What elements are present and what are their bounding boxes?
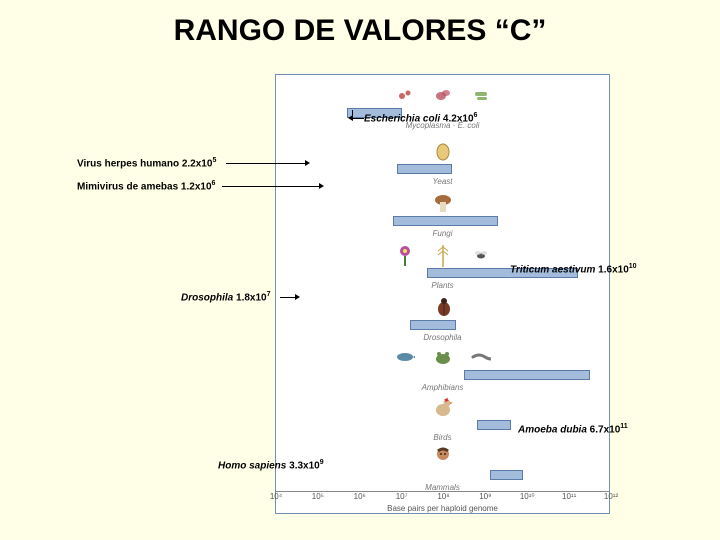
dot-icon bbox=[395, 85, 415, 105]
bar-track bbox=[276, 163, 609, 175]
axis-tick: 10⁴ bbox=[270, 492, 282, 501]
callout-label: Virus herpes humano 2.2x105 bbox=[77, 157, 216, 169]
blob-icon bbox=[433, 85, 453, 105]
row-icons bbox=[276, 187, 609, 215]
leader-line bbox=[352, 118, 364, 119]
row-icons bbox=[276, 135, 609, 163]
callout-label: Escherichia coli 4.2x106 bbox=[364, 112, 477, 124]
axis-tick: 10¹⁰ bbox=[520, 492, 535, 501]
bar-track bbox=[276, 369, 609, 381]
chart-row: Yeast bbox=[276, 135, 609, 186]
row-icons bbox=[276, 441, 609, 469]
leader-line bbox=[352, 110, 353, 118]
axis-title: Base pairs per haploid genome bbox=[387, 504, 498, 513]
range-bar bbox=[397, 164, 451, 174]
bar-track bbox=[276, 469, 609, 481]
leader-line bbox=[280, 297, 296, 298]
axis-tick: 10⁹ bbox=[479, 492, 491, 501]
callout-label: Triticum aestivum 1.6x1010 bbox=[510, 263, 637, 275]
chart-row: Amphibians bbox=[276, 341, 609, 392]
range-bar bbox=[477, 420, 511, 430]
axis-tick: 10¹² bbox=[604, 492, 618, 501]
row-icons bbox=[276, 341, 609, 369]
chicken-icon bbox=[433, 397, 453, 417]
leader-line bbox=[226, 163, 306, 164]
chart-row: Mammals bbox=[276, 441, 609, 492]
beetle-icon bbox=[433, 297, 453, 317]
row-label: Fungi bbox=[276, 229, 609, 238]
salamander-icon bbox=[471, 347, 491, 367]
frog-icon bbox=[433, 347, 453, 367]
oval-icon bbox=[433, 141, 453, 161]
human-icon bbox=[433, 447, 453, 467]
range-bar bbox=[490, 470, 524, 480]
fly-sm-icon bbox=[471, 245, 491, 265]
mushroom-icon bbox=[433, 193, 453, 213]
range-bar bbox=[464, 370, 590, 380]
axis-tick: 10⁵ bbox=[312, 492, 324, 501]
axis-tick: 10⁶ bbox=[354, 492, 366, 501]
callout-label: Homo sapiens 3.3x109 bbox=[218, 459, 324, 471]
rod-icon bbox=[471, 85, 491, 105]
callout-label: Mimivirus de amebas 1.2x106 bbox=[77, 180, 215, 192]
row-label: Plants bbox=[276, 281, 609, 290]
range-bar bbox=[393, 216, 498, 226]
wheat-icon bbox=[433, 245, 453, 265]
chart-row: Drosophila bbox=[276, 291, 609, 342]
row-label: Yeast bbox=[276, 177, 609, 186]
chart-row: Fungi bbox=[276, 187, 609, 238]
row-icons bbox=[276, 291, 609, 319]
bar-track bbox=[276, 319, 609, 331]
x-axis: 10⁴10⁵10⁶10⁷10⁸10⁹10¹⁰10¹¹10¹²Base pairs… bbox=[276, 491, 609, 513]
row-icons bbox=[276, 391, 609, 419]
arrowhead-icon bbox=[319, 183, 324, 189]
leader-line bbox=[222, 186, 320, 187]
callout-label: Amoeba dubia 6.7x1011 bbox=[518, 423, 628, 435]
axis-tick: 10¹¹ bbox=[562, 492, 576, 501]
c-value-chart: Mycoplasma · E. coliYeastFungiPlantsDros… bbox=[275, 74, 610, 514]
fish-icon bbox=[395, 347, 415, 367]
axis-tick: 10⁸ bbox=[437, 492, 449, 501]
arrowhead-icon bbox=[305, 160, 310, 166]
range-bar bbox=[410, 320, 456, 330]
bar-track bbox=[276, 215, 609, 227]
arrowhead-icon bbox=[295, 294, 300, 300]
callout-label: Drosophila 1.8x107 bbox=[181, 291, 271, 303]
flower-icon bbox=[395, 245, 415, 265]
page-title: RANGO DE VALORES “C” bbox=[0, 14, 720, 48]
row-icons bbox=[276, 79, 609, 107]
axis-tick: 10⁷ bbox=[396, 492, 408, 501]
